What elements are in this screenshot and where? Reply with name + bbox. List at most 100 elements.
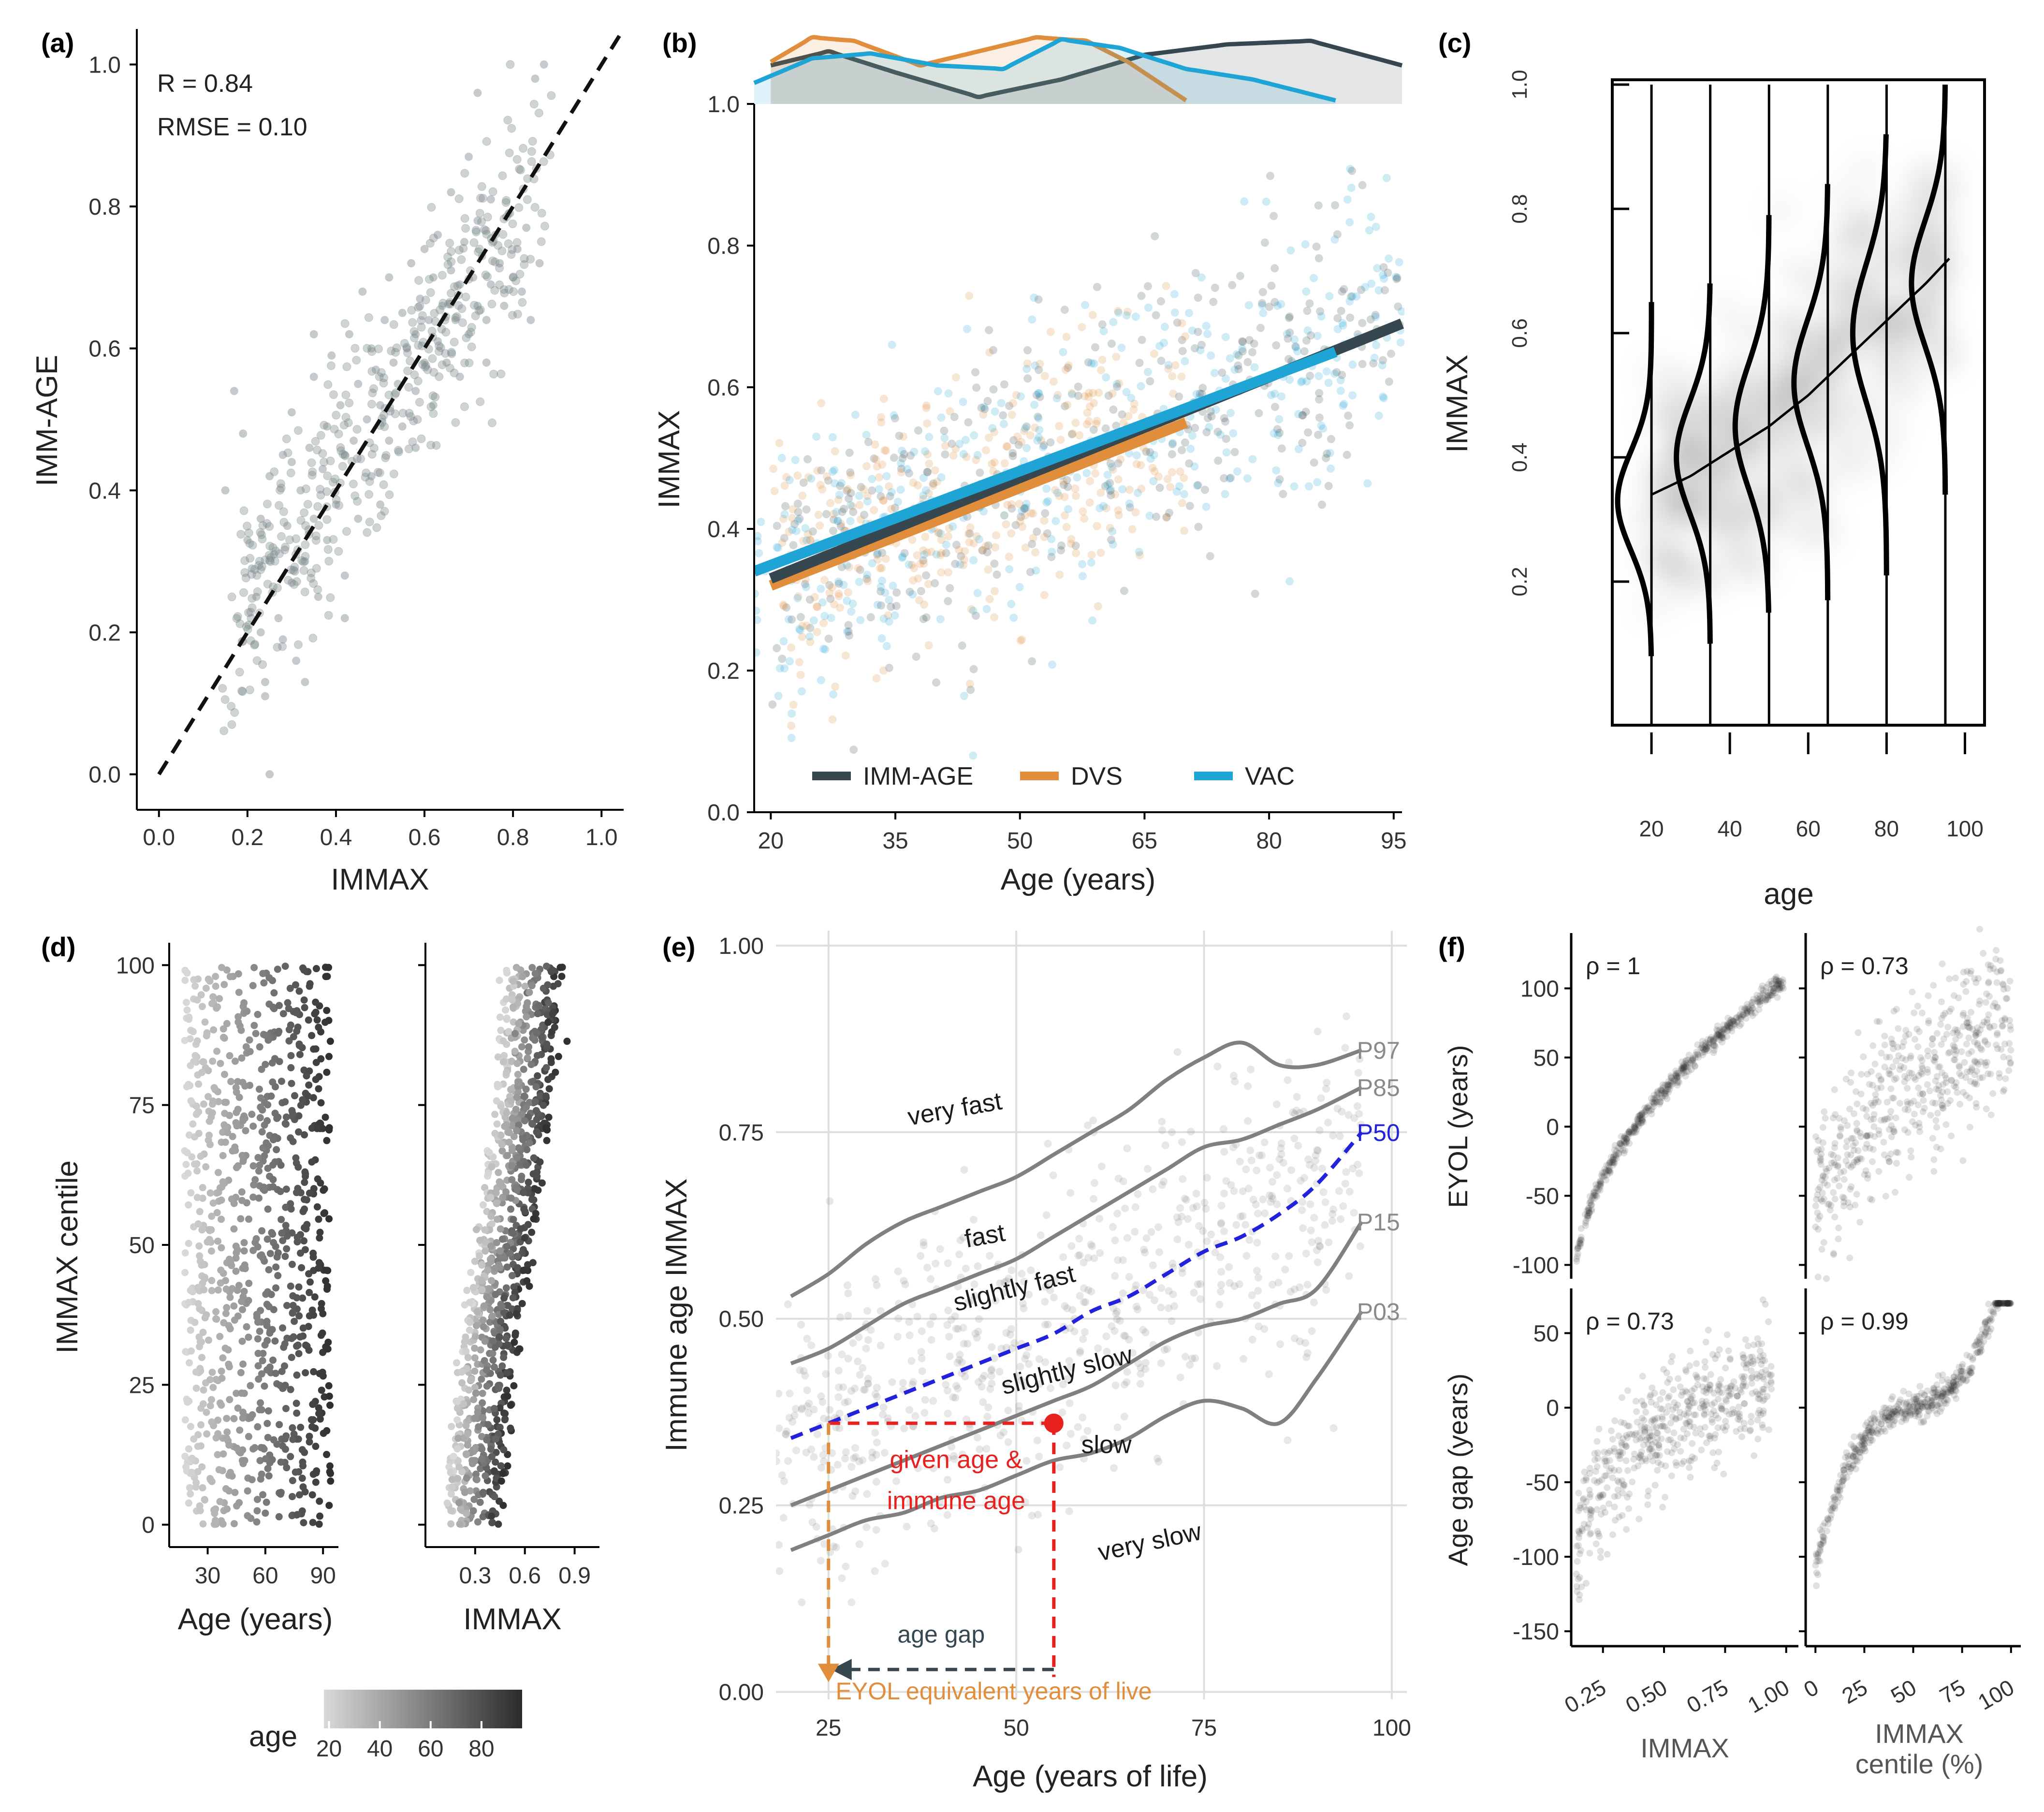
panel-f-point <box>1611 1155 1618 1163</box>
panel-b-point <box>1230 448 1239 456</box>
panel-b-point <box>1333 325 1342 334</box>
panel-e-point <box>893 1332 902 1341</box>
panel-e-point <box>849 1339 857 1347</box>
panel-b-point <box>1057 541 1066 550</box>
panel-e-point <box>1165 1304 1173 1312</box>
panel-d-age-point <box>262 1061 269 1068</box>
panel-b-point <box>948 439 956 448</box>
panel-b-point <box>803 621 811 630</box>
panel-b-point <box>820 576 829 585</box>
panel-d-immax-point <box>482 1366 490 1374</box>
panel-b-point <box>1018 523 1027 531</box>
panel-e-point <box>1002 1277 1010 1286</box>
panel-e-point <box>1240 1355 1248 1363</box>
panel-e-point <box>1157 1284 1166 1292</box>
panel-a-point <box>307 470 317 480</box>
panel-d-immax-point <box>493 1416 501 1424</box>
panel-a-point <box>250 641 259 650</box>
panel-a-point <box>323 422 332 431</box>
panel-e-point <box>1075 1235 1083 1243</box>
panel-a-point <box>450 368 459 378</box>
panel-d-y-tick-label: 25 <box>129 1373 155 1398</box>
panel-e-point <box>1080 1298 1088 1306</box>
panel-f-point <box>1774 980 1781 987</box>
panel-d-immax-point <box>533 1052 541 1059</box>
panel-d-immax-point <box>521 1117 529 1125</box>
panel-b-point <box>1299 411 1307 420</box>
panel-b-point <box>877 413 886 422</box>
panel-e-point <box>1134 1305 1142 1314</box>
panel-e-point <box>946 1352 954 1360</box>
panel-b-point <box>1178 498 1186 507</box>
panel-f-point <box>1768 992 1775 999</box>
panel-d-age-point <box>287 1052 295 1059</box>
panel-b-point <box>824 634 833 643</box>
panel-e-point <box>1217 1220 1225 1228</box>
panel-a-point <box>509 287 518 296</box>
panel-d-immax-point <box>487 1213 495 1220</box>
panel-d-age-point <box>210 1084 218 1092</box>
panel-b-point <box>849 508 858 516</box>
panel-b-density-line <box>753 37 1336 103</box>
panel-b-point <box>1338 287 1346 296</box>
panel-f-point <box>1624 1134 1632 1141</box>
panel-b-point <box>835 603 844 612</box>
panel-a-point <box>285 535 294 544</box>
panel-a-point <box>309 372 318 381</box>
panel-d-immax-point <box>493 1239 500 1246</box>
panel-a-point <box>301 678 309 687</box>
panel-e-point <box>1354 1068 1362 1077</box>
panel-a-point <box>450 282 459 292</box>
panel-a-point <box>256 528 265 537</box>
panel-e-point <box>1217 1281 1225 1289</box>
panel-b-point <box>993 570 1001 579</box>
panel-d-age-point <box>300 1519 307 1527</box>
panel-f-point <box>1723 1024 1730 1032</box>
panel-b-point <box>1103 470 1112 479</box>
panel-d-age-point <box>225 1441 233 1449</box>
panel-a-point <box>438 271 447 280</box>
panel-b-point <box>1194 481 1202 489</box>
panel-e-point <box>920 1241 928 1249</box>
panel-b-point <box>1228 281 1237 290</box>
panel-f-point <box>1720 1030 1727 1038</box>
panel-c-y-tick-label: 0.6 <box>1508 318 1532 348</box>
panel-b-point <box>826 499 834 508</box>
panel-e-point <box>1020 1304 1028 1313</box>
panel-b-point <box>975 535 983 543</box>
panel-a-point <box>517 287 526 296</box>
panel-a-point <box>435 372 444 381</box>
panel-d-age-point <box>223 1434 231 1442</box>
panel-d-age-point <box>238 1389 246 1397</box>
panel-e-point <box>888 1378 896 1386</box>
panel-a-point <box>512 238 522 247</box>
panel-b-point <box>795 658 803 667</box>
panel-d-age-point <box>308 1032 316 1039</box>
panel-d-age-point <box>181 966 189 974</box>
panel-letter-f: (f) <box>1438 932 1465 962</box>
panel-e-point <box>944 1409 952 1417</box>
panel-a-point <box>380 422 389 431</box>
panel-c-heat-blob <box>1919 268 1948 298</box>
panel-c-heat-blob <box>1716 507 1746 536</box>
panel-b-point <box>1162 513 1170 522</box>
panel-b-point <box>1052 394 1061 403</box>
panel-b-point <box>793 594 802 602</box>
panel-e-point <box>802 1448 810 1457</box>
panel-a-point <box>460 358 469 367</box>
panel-a-point <box>265 770 274 779</box>
panel-b-point <box>1061 365 1070 374</box>
panel-e-point <box>1314 1146 1322 1154</box>
panel-e-point <box>1286 1287 1295 1296</box>
panel-d-age-point <box>234 1312 242 1320</box>
panel-d-immax-point <box>478 1261 486 1269</box>
panel-d-age-point <box>218 1244 225 1252</box>
panel-e-point <box>1211 1248 1219 1257</box>
panel-e-point <box>873 1393 881 1401</box>
panel-d-immax-point <box>484 1266 492 1274</box>
panel-b-point <box>1238 347 1247 356</box>
panel-b-point <box>1154 472 1163 481</box>
panel-f-point <box>1577 1236 1584 1243</box>
panel-b-point <box>891 611 899 620</box>
panel-a-point <box>406 356 415 365</box>
